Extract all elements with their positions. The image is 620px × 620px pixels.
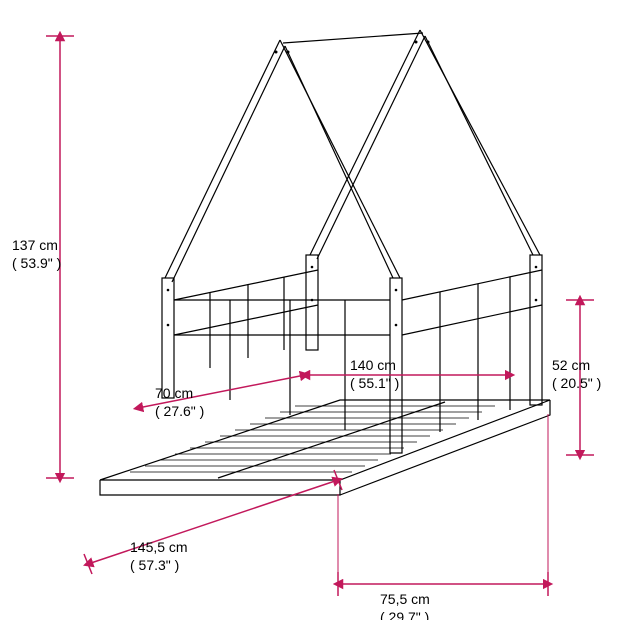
dim-inner_depth: 140 cm( 55.1" ) (305, 357, 510, 391)
dim-label-width: 75,5 cm( 29.7" ) (380, 591, 430, 620)
dim-label-depth: 145,5 cm( 57.3" ) (130, 539, 188, 573)
fastener-dots (167, 266, 538, 327)
dim-inner_width: 70 cm( 27.6" ) (138, 375, 305, 419)
dim-height_total: 137 cm( 53.9" ) (12, 36, 74, 478)
dim-label-height_rail: 52 cm( 20.5" ) (552, 357, 601, 391)
left-side-rail (174, 270, 318, 368)
ridge-beam (283, 33, 423, 43)
dim-label-inner_depth: 140 cm( 55.1" ) (350, 357, 399, 391)
roof-rear (310, 30, 540, 259)
right-side-rail (402, 270, 542, 432)
dim-height_rail: 52 cm( 20.5" ) (552, 300, 601, 455)
dim-label-inner_width: 70 cm( 27.6" ) (155, 385, 204, 419)
bed-frame-drawing (100, 30, 550, 495)
dim-width: 75,5 cm( 29.7" ) (338, 572, 548, 620)
dim-depth: 145,5 cm( 57.3" ) (88, 480, 338, 573)
dim-label-height_total: 137 cm( 53.9" ) (12, 237, 61, 271)
corner-posts (162, 255, 542, 453)
